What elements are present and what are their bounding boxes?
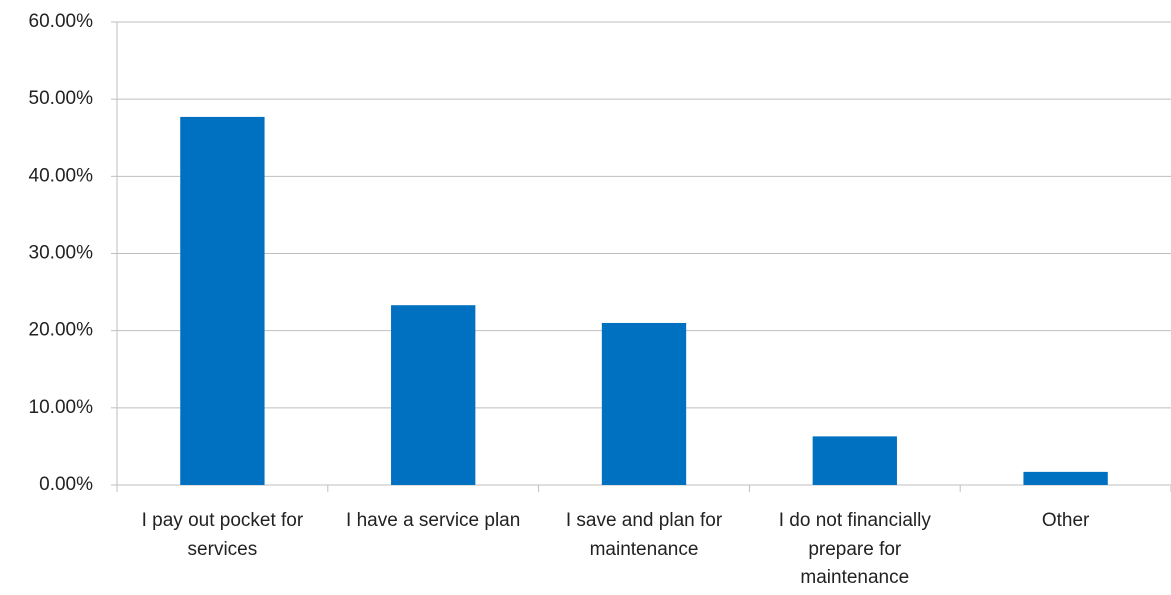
x-tick-label: I save and plan for maintenance	[565, 510, 723, 560]
y-tick-label: 10.00%	[29, 397, 94, 418]
x-tick-label: I do not financially prepare for mainten…	[778, 510, 931, 588]
x-tick-label: I have a service plan	[346, 510, 521, 531]
x-tick-label: I pay out pocket for services	[141, 510, 304, 560]
y-tick-label: 20.00%	[29, 320, 94, 341]
x-tick-label: Other	[1041, 510, 1090, 531]
y-tick-label: 0.00%	[39, 474, 93, 495]
bar	[812, 436, 897, 485]
bar	[391, 305, 476, 485]
bar	[1023, 471, 1108, 485]
bar	[180, 116, 265, 485]
y-tick-label: 40.00%	[29, 165, 94, 186]
y-tick-label: 60.00%	[29, 11, 94, 32]
y-tick-label: 30.00%	[29, 243, 94, 264]
y-tick-label: 50.00%	[29, 88, 94, 109]
bar	[601, 322, 687, 485]
